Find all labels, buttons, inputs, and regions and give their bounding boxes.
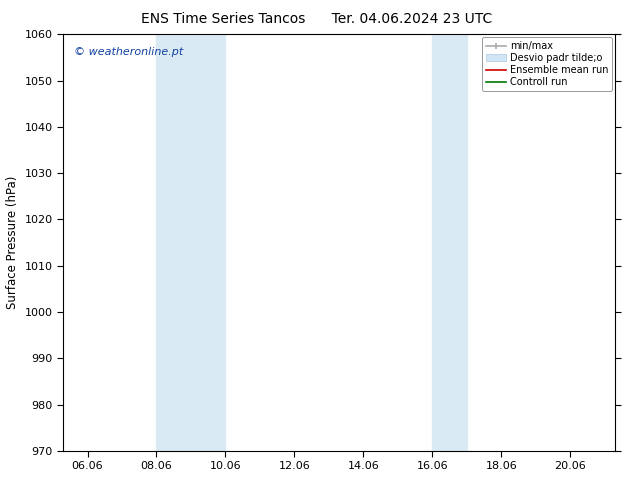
Y-axis label: Surface Pressure (hPa): Surface Pressure (hPa) [6, 176, 19, 309]
Bar [432, 34, 467, 451]
Text: © weatheronline.pt: © weatheronline.pt [74, 47, 184, 57]
Legend: min/max, Desvio padr tilde;o, Ensemble mean run, Controll run: min/max, Desvio padr tilde;o, Ensemble m… [482, 37, 612, 91]
Bar [157, 34, 226, 451]
Text: ENS Time Series Tancos      Ter. 04.06.2024 23 UTC: ENS Time Series Tancos Ter. 04.06.2024 2… [141, 12, 493, 26]
